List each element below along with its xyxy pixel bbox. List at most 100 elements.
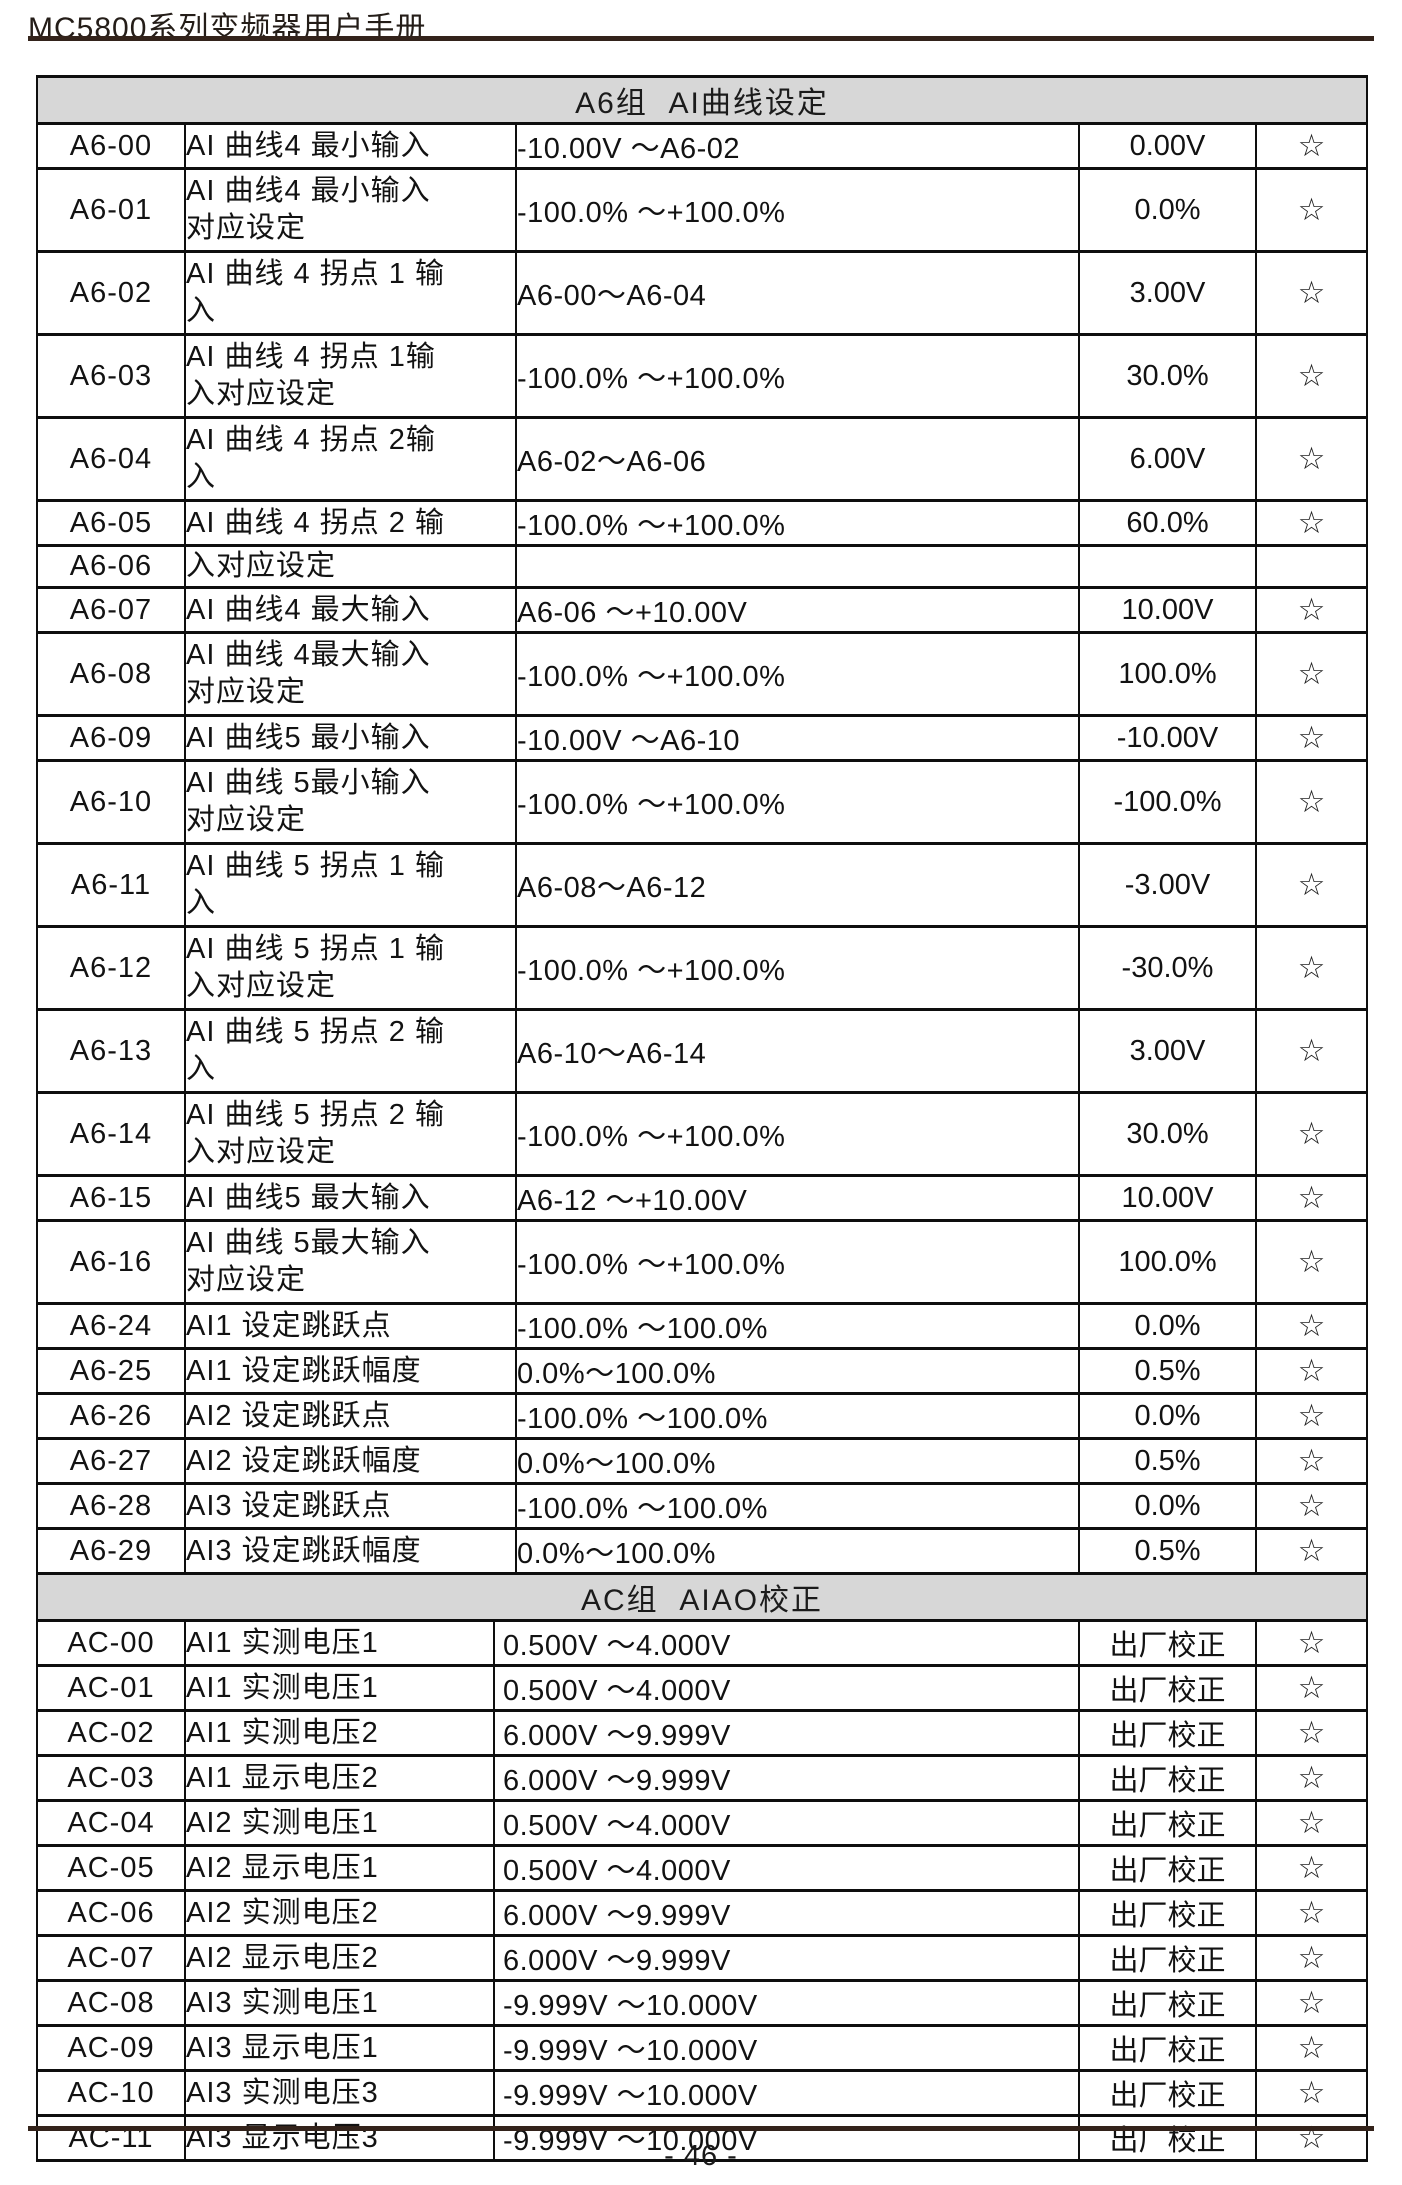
star-icon: ☆ [1254,2069,1369,2117]
table-row: A6-14 AI 曲线 5 拐点 2 输 入对应设定 -100.0% ～+100.0… [36,1091,1369,1177]
table-row: A6-26 AI2 设定跳跃点 -100.0% ～100.0% 0.0% ☆ [36,1392,1369,1440]
param-code: A6-10 [36,759,186,845]
param-range: 6.000V ～9.999V [493,1709,1080,1757]
param-default: 出厂校正 [1078,1619,1257,1667]
star-icon: ☆ [1254,499,1369,547]
page-number: - 46 - [664,2140,738,2172]
param-default: 6.00V [1078,416,1257,502]
table-row: AC-08 AI3 实测电压1 -9.999V ～10.000V 出厂校正 ☆ [36,1979,1369,2027]
param-default: 0.0% [1078,167,1257,253]
param-default: 60.0% [1078,499,1257,547]
table-row: A6-09 AI 曲线5 最小输入 -10.00V ～A6-10 -10.00V ☆ [36,714,1369,762]
param-name: AI1 显示电压2 [184,1754,495,1802]
a6-parameter-table: A6组 AI曲线设定 A6-00 AI 曲线4 最小输入 -10.00V ～A6-0… [35,75,1369,1575]
table-row: A6-24 AI1 设定跳跃点 -100.0% ～100.0% 0.0% ☆ [36,1302,1369,1350]
table-row: A6-07 AI 曲线4 最大输入 A6-06 ～+10.00V 10.00V ☆ [36,586,1369,634]
param-range: -9.999V ～10.000V [493,2024,1080,2072]
param-name: AI2 实测电压1 [184,1799,495,1847]
param-code: A6-08 [36,631,186,717]
param-range: 6.000V ～9.999V [493,1754,1080,1802]
table-row: AC-03 AI1 显示电压2 6.000V ～9.999V 出厂校正 ☆ [36,1754,1369,1802]
param-code: AC-01 [36,1664,186,1712]
table-row: A6-11 AI 曲线 5 拐点 1 输 入 A6-08～A6-12 -3.00V ☆ [36,842,1369,928]
param-name: AI 曲线 5 拐点 1 输 入 [184,842,517,928]
param-range: -100.0% ～+100.0% [515,759,1080,845]
param-default: -10.00V [1078,714,1257,762]
table-row: AC-09 AI3 显示电压1 -9.999V ～10.000V 出厂校正 ☆ [36,2024,1369,2072]
param-range: -9.999V ～10.000V [493,1979,1080,2027]
table-row: A6-16 AI 曲线 5最大输入 对应设定 -100.0% ～+100.0% 100… [36,1219,1369,1305]
star-icon: ☆ [1254,122,1369,170]
param-code: A6-12 [36,925,186,1011]
table-row: A6-10 AI 曲线 5最小输入 对应设定 -100.0% ～+100.0% -10… [36,759,1369,845]
a6-section-header-row: A6组 AI曲线设定 [35,75,1369,125]
param-range: -100.0% ～100.0% [515,1392,1080,1440]
param-code: A6-07 [36,586,186,634]
param-default: -30.0% [1078,925,1257,1011]
table-row: AC-02 AI1 实测电压2 6.000V ～9.999V 出厂校正 ☆ [36,1709,1369,1757]
table-row: A6-03 AI 曲线 4 拐点 1输 入对应设定 -100.0% ～+100.0%… [36,333,1369,419]
star-icon: ☆ [1254,1844,1369,1892]
param-range [515,544,1080,589]
param-range: 0.500V ～4.000V [493,1664,1080,1712]
star-icon: ☆ [1254,416,1369,502]
param-default: 3.00V [1078,1008,1257,1094]
param-code: A6-28 [36,1482,186,1530]
star-icon: ☆ [1254,333,1369,419]
param-name: AI1 设定跳跃点 [184,1302,517,1350]
table-row: A6-05 AI 曲线 4 拐点 2 输 -100.0% ～+100.0% 60.0%… [36,499,1369,547]
star-icon: ☆ [1254,759,1369,845]
param-name: AI 曲线4 最小输入 对应设定 [184,167,517,253]
param-code: AC-04 [36,1799,186,1847]
header-divider [28,36,1374,41]
table-row: A6-04 AI 曲线 4 拐点 2输 入 A6-02～A6-06 6.00V ☆ [36,416,1369,502]
param-code: A6-26 [36,1392,186,1440]
table-row: AC-05 AI2 显示电压1 0.500V ～4.000V 出厂校正 ☆ [36,1844,1369,1892]
param-default: 100.0% [1078,631,1257,717]
param-name: AI 曲线 4 拐点 2 输 [184,499,517,547]
table-row: AC-04 AI2 实测电压1 0.500V ～4.000V 出厂校正 ☆ [36,1799,1369,1847]
ac-section-header-row: AC组 AIAO校正 [35,1572,1369,1622]
star-icon: ☆ [1254,925,1369,1011]
param-code: A6-11 [36,842,186,928]
param-code: A6-14 [36,1091,186,1177]
ac-section-title: AC组 AIAO校正 [35,1572,1369,1622]
param-code: A6-24 [36,1302,186,1350]
param-code: A6-06 [36,544,186,589]
star-icon: ☆ [1254,1799,1369,1847]
param-default: 0.0% [1078,1392,1257,1440]
star-icon: ☆ [1254,631,1369,717]
param-default: 0.00V [1078,122,1257,170]
star-icon: ☆ [1254,1934,1369,1982]
param-code: AC-00 [36,1619,186,1667]
param-code: AC-03 [36,1754,186,1802]
param-name: AI 曲线 4 拐点 1输 入对应设定 [184,333,517,419]
param-default: 出厂校正 [1078,1799,1257,1847]
param-code: AC-07 [36,1934,186,1982]
param-default: 出厂校正 [1078,1889,1257,1937]
param-range: -10.00V ～A6-10 [515,714,1080,762]
param-default: 出厂校正 [1078,1754,1257,1802]
param-default: 0.0% [1078,1482,1257,1530]
param-default: 10.00V [1078,1174,1257,1222]
param-default: 0.0% [1078,1302,1257,1350]
table-row: AC-06 AI2 实测电压2 6.000V ～9.999V 出厂校正 ☆ [36,1889,1369,1937]
param-range: -100.0% ～100.0% [515,1302,1080,1350]
param-name: AI 曲线5 最大输入 [184,1174,517,1222]
table-row: A6-00 AI 曲线4 最小输入 -10.00V ～A6-02 0.00V ☆ [36,122,1369,170]
table-row: A6-28 AI3 设定跳跃点 -100.0% ～100.0% 0.0% ☆ [36,1482,1369,1530]
param-code: A6-27 [36,1437,186,1485]
star-icon: ☆ [1254,1664,1369,1712]
star-icon: ☆ [1254,2114,1369,2162]
star-icon: ☆ [1254,1619,1369,1667]
star-icon: ☆ [1254,250,1369,336]
table-row: AC-01 AI1 实测电压1 0.500V ～4.000V 出厂校正 ☆ [36,1664,1369,1712]
star-icon: ☆ [1254,586,1369,634]
param-name: 入对应设定 [184,544,517,589]
param-code: AC-06 [36,1889,186,1937]
param-code: A6-09 [36,714,186,762]
param-default: -3.00V [1078,842,1257,928]
param-default: 出厂校正 [1078,1844,1257,1892]
param-name: AI 曲线 5 拐点 2 输 入对应设定 [184,1091,517,1177]
param-code: AC-02 [36,1709,186,1757]
